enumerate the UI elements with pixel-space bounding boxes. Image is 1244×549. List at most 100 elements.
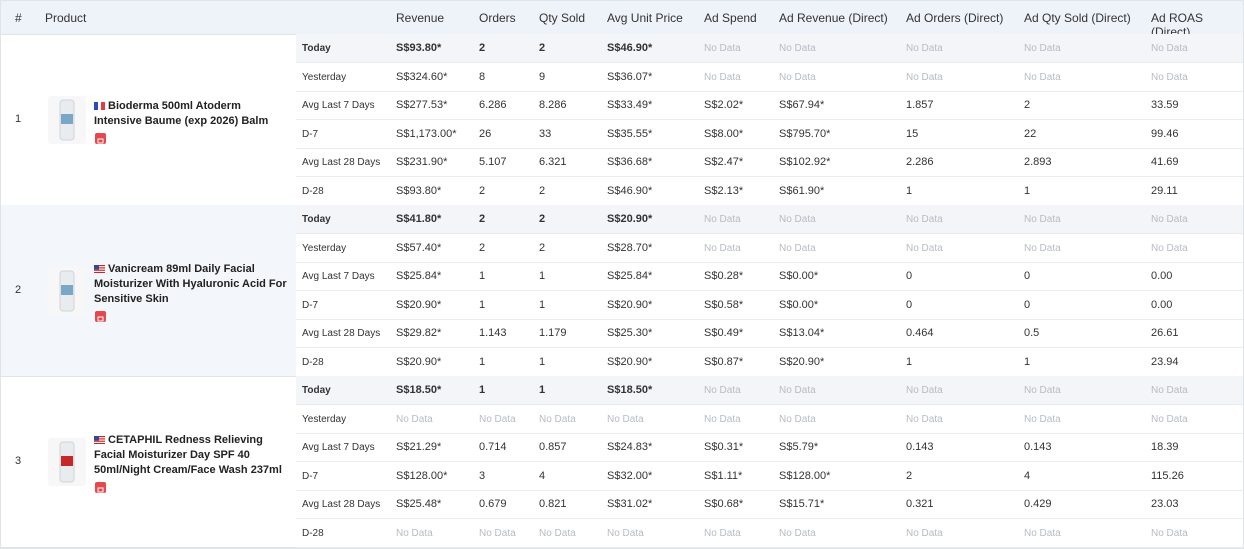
metric-value: No Data (906, 527, 943, 539)
metric-value: No Data (906, 71, 943, 83)
metric-value: No Data (1024, 43, 1061, 54)
metric-value: 26.61 (1151, 327, 1179, 339)
metric-value: S$0.58* (704, 298, 744, 311)
metric-value: No Data (607, 527, 644, 539)
metric-value: No Data (704, 385, 741, 396)
metric-value: No Data (704, 413, 741, 425)
metric-value: S$0.31* (704, 441, 744, 453)
metric-value: 2 (539, 213, 546, 225)
metric-value: S$231.90* (396, 156, 448, 168)
product-image (48, 95, 86, 144)
period-label: Avg Last 7 Days (302, 100, 375, 111)
metric-value: S$277.53* (396, 99, 448, 111)
metric-value: S$0.49* (704, 327, 744, 339)
period-label: Avg Last 28 Days (302, 499, 381, 510)
data-row: Yesterday S$57.40* 2 2 S$28.70* No Data No Dat… (296, 234, 1243, 263)
metric-value: S$46.90* (607, 184, 653, 197)
metric-value: S$25.48* (396, 498, 442, 510)
store-icon (95, 311, 106, 322)
metric-value: 9 (539, 70, 546, 83)
metric-value: 0 (1024, 270, 1031, 282)
metric-value: No Data (1024, 527, 1061, 539)
data-row: Avg Last 28 Days S$25.48* 0.679 0.821 S$31.0… (296, 490, 1243, 519)
metric-value: No Data (1151, 214, 1188, 225)
metric-value: No Data (1151, 71, 1188, 83)
metric-value: 2 (479, 241, 486, 254)
metric-value: 26 (479, 127, 492, 140)
metric-value: S$46.90* (607, 42, 653, 54)
metric-value: S$102.92* (779, 156, 831, 168)
metric-value: No Data (1024, 214, 1061, 225)
metric-value: 1.143 (479, 327, 507, 339)
metric-value: S$2.13* (704, 184, 744, 197)
metric-value: No Data (704, 527, 741, 539)
metric-value: S$29.82* (396, 327, 442, 339)
product-image (48, 266, 86, 315)
metric-value: S$18.50* (396, 384, 442, 396)
metric-value: S$324.60* (396, 70, 448, 83)
metric-value: S$13.04* (779, 327, 825, 339)
metric-value: S$24.83* (607, 441, 653, 453)
column-header: Orders (479, 11, 516, 25)
metric-value: S$5.79* (779, 441, 819, 453)
product-block: 1 Bioderma 500ml Atoderm Intensive Baume … (1, 34, 1243, 206)
metric-value: No Data (779, 413, 816, 425)
column-header: Ad Spend (704, 11, 757, 25)
metric-value: 2 (479, 213, 486, 225)
metric-value: S$20.90* (396, 355, 442, 368)
metric-value: 18.39 (1151, 441, 1179, 453)
metric-value: No Data (607, 413, 644, 425)
metric-value: 3 (479, 469, 486, 482)
period-label: Avg Last 28 Days (302, 157, 381, 168)
metric-value: 99.46 (1151, 127, 1179, 140)
row-index: 1 (15, 112, 22, 125)
metric-value: No Data (1024, 385, 1061, 396)
period-label: Avg Last 7 Days (302, 271, 375, 282)
metric-value: 0 (906, 298, 913, 311)
metric-value: 4 (539, 469, 546, 482)
data-row: D-28 No Data No Data No Data No Data No Data N… (296, 519, 1243, 548)
period-label: D-28 (302, 356, 324, 368)
period-label: Today (302, 43, 331, 54)
metric-value: S$1.11* (704, 469, 743, 482)
metric-value: No Data (779, 71, 816, 83)
column-header: Ad Qty Sold (Direct) (1024, 11, 1131, 25)
metric-value: 1.857 (906, 99, 934, 111)
metric-value: 0.714 (479, 441, 507, 453)
metric-value: S$1,173.00* (396, 127, 457, 140)
period-label: Yesterday (302, 242, 347, 254)
metric-value: 1 (906, 184, 913, 197)
metric-value: 2.286 (906, 156, 934, 168)
metric-value: S$31.02* (607, 498, 653, 510)
metric-value: No Data (1024, 242, 1061, 254)
metric-value: 41.69 (1151, 156, 1179, 168)
data-row: D-7 S$20.90* 1 1 S$20.90* S$0.58* S$0.00* 0 0 0.0… (296, 291, 1243, 320)
column-header: Ad Orders (Direct) (906, 11, 1004, 25)
metric-value: S$0.28* (704, 270, 744, 282)
metric-value: 1 (539, 355, 546, 368)
metric-value: S$25.84* (396, 270, 442, 282)
metric-value: S$128.00* (779, 469, 831, 482)
metric-value: No Data (704, 214, 741, 225)
metric-value: 0.5 (1024, 327, 1040, 339)
metric-value: 0.00 (1151, 298, 1173, 311)
data-row: Yesterday No Data No Data No Data No Data No … (296, 405, 1243, 434)
metric-value: S$41.80* (396, 213, 442, 225)
data-row: D-7 S$1,173.00* 26 33 S$35.55* S$8.00* S$795.7… (296, 120, 1243, 149)
metric-value: S$20.90* (607, 213, 653, 225)
metric-value: S$25.30* (607, 327, 653, 339)
metric-value: No Data (779, 43, 816, 54)
metric-value: 4 (1024, 469, 1031, 482)
metric-value: No Data (1024, 413, 1061, 425)
metric-value: No Data (906, 242, 943, 254)
period-label: Avg Last 7 Days (302, 442, 375, 453)
metric-value: S$28.70* (607, 241, 653, 254)
metric-value: 6.286 (479, 99, 507, 111)
header-row: # Product Revenue Orders Qty Sold Avg Unit Pr… (1, 1, 1243, 39)
product-image (48, 437, 86, 486)
column-header: Avg Unit Price (607, 11, 683, 25)
period-label: D-28 (302, 185, 324, 197)
metric-value: 2 (906, 469, 913, 482)
product-name: Bioderma 500ml Atoderm Intensive Baume (… (94, 99, 289, 129)
